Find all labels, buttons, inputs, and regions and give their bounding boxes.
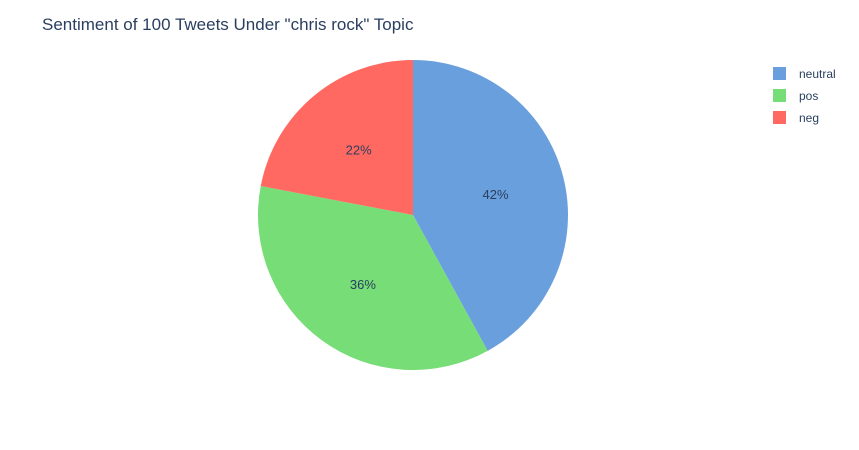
legend-item-neutral[interactable]: neutral <box>773 67 836 81</box>
pie-slice-neutral[interactable] <box>413 60 568 351</box>
legend-item-neg[interactable]: neg <box>773 111 819 125</box>
slice-label-neutral: 42% <box>483 187 509 202</box>
chart-title: Sentiment of 100 Tweets Under "chris roc… <box>42 15 414 34</box>
legend-label-pos: pos <box>799 89 818 103</box>
legend-label-neg: neg <box>799 111 819 125</box>
legend-swatch-pos <box>773 89 786 102</box>
slice-label-neg: 22% <box>346 142 372 157</box>
legend-item-pos[interactable]: pos <box>773 89 818 103</box>
slice-label-pos: 36% <box>350 277 376 292</box>
pie-slice-neg[interactable] <box>260 60 413 215</box>
legend-swatch-neutral <box>773 67 786 80</box>
pie-slice-pos[interactable] <box>258 185 488 370</box>
pie-slice-labels: 42% 36% 22% <box>346 142 509 292</box>
legend-swatch-neg <box>773 111 786 124</box>
legend: neutral pos neg <box>773 67 836 125</box>
legend-label-neutral: neutral <box>799 67 836 81</box>
pie-slices <box>258 60 568 370</box>
